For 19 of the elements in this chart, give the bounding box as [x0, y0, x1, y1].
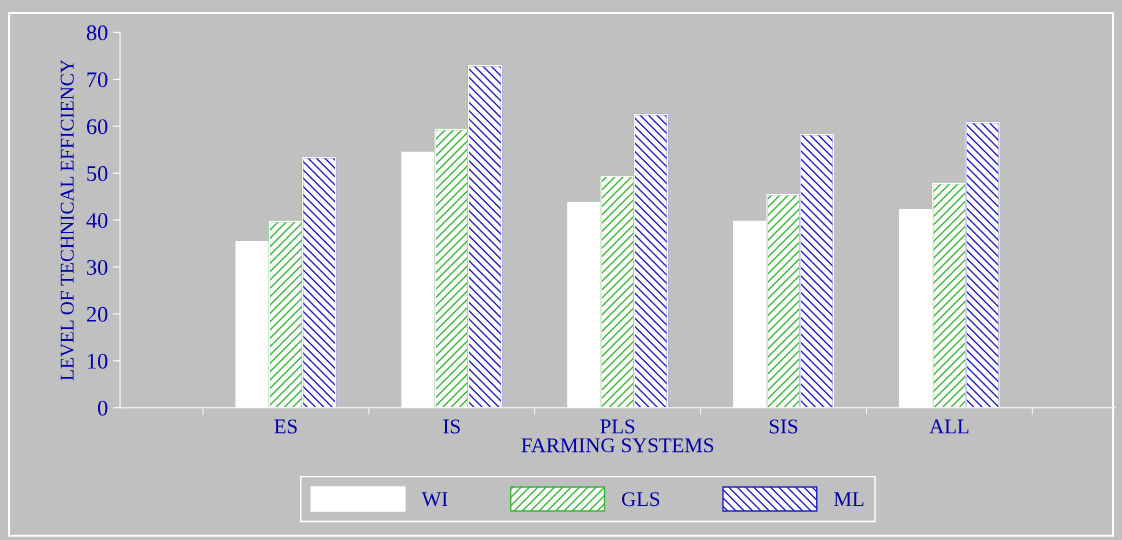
y-tick-label: 0: [97, 400, 108, 416]
x-tick-label: SIS: [769, 419, 798, 434]
x-tick-label: ALL: [929, 419, 969, 434]
y-tick-label: 20: [87, 306, 108, 322]
legend-label: WI: [421, 492, 448, 507]
y-tick-label: 60: [86, 119, 108, 135]
y-tick-label: 80: [86, 25, 108, 41]
x-tick-label: IS: [443, 419, 460, 434]
x-axis-title: FARMING SYSTEMS: [521, 438, 714, 453]
legend-label: GLS: [621, 492, 660, 507]
x-tick-label: PLS: [600, 419, 635, 434]
y-tick-label: 50: [87, 166, 108, 182]
y-axis-title: LEVEL OF TECHNICAL EFFICIENCY: [60, 59, 74, 381]
y-tick-label: 40: [86, 212, 108, 228]
y-tick-label: 10: [87, 353, 108, 369]
legend-label: ML: [834, 492, 864, 506]
y-tick-label: 30: [87, 259, 108, 275]
y-tick-label: 70: [87, 72, 108, 88]
x-tick-label: ES: [274, 419, 297, 434]
